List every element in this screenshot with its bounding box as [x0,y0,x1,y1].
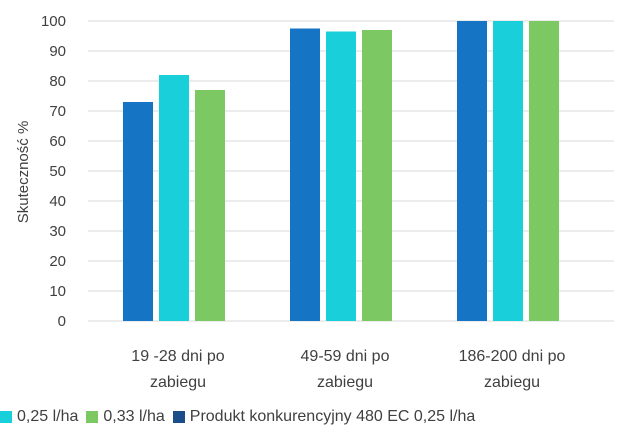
x-category-label: zabiegu [317,374,373,391]
y-tick-label: 60 [49,133,66,150]
legend-swatch [0,411,12,423]
chart-legend: 0,25 l/ha 0,33 l/ha Produkt konkurencyjny … [0,406,483,428]
y-tick-label: 0 [58,313,66,330]
legend-label: 0,25 l/ha [17,408,79,425]
y-tick-label: 70 [49,103,66,120]
legend-item: 0,33 l/ha [86,408,165,426]
bar [529,21,559,321]
y-tick-label: 50 [49,163,66,180]
y-tick-label: 80 [49,73,66,90]
x-category-label: 186-200 dni po [459,348,566,365]
y-tick-label: 10 [49,283,66,300]
legend-item: Produkt konkurencyjny 480 EC 0,25 l/ha [172,408,476,426]
y-tick-label: 100 [41,13,66,30]
bar [195,90,225,321]
x-category-label: 19 -28 dni po [131,348,225,365]
y-axis-ticks: 0 10 20 30 40 50 60 70 80 90 100 [41,13,66,330]
bar [326,31,356,321]
bar [123,102,153,321]
bars [123,21,559,321]
bar [362,30,392,321]
y-tick-label: 30 [49,223,66,240]
bar [493,21,523,321]
legend-swatch [86,411,99,423]
bar-chart: 0 10 20 30 40 50 60 70 80 90 100 19 -28 dni po zabi… [15,13,614,391]
x-category-label: zabiegu [150,374,206,391]
y-tick-label: 90 [49,43,66,60]
legend-label: Produkt konkurencyjny 480 EC 0,25 l/ha [189,408,476,425]
legend-label: 0,33 l/ha [103,408,165,425]
y-axis-label: Skuteczność % [15,121,32,224]
y-tick-label: 20 [49,253,66,270]
x-axis-categories: 19 -28 dni po zabiegu 49-59 dni po zabiegu 1… [131,348,565,391]
legend-swatch [172,411,185,423]
bar [290,28,320,321]
x-category-label: 49-59 dni po [301,348,390,365]
y-tick-label: 40 [49,193,66,210]
bar [159,75,189,321]
x-category-label: zabiegu [484,374,540,391]
legend-item: 0,25 l/ha [0,408,78,426]
bar [457,21,487,321]
